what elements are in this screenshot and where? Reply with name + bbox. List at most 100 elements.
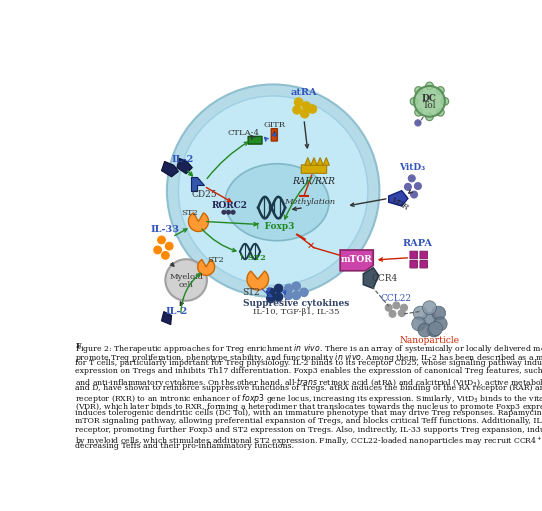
Circle shape [408, 175, 415, 182]
Circle shape [410, 98, 418, 105]
Text: CD25: CD25 [191, 190, 217, 199]
Ellipse shape [225, 164, 329, 241]
Circle shape [162, 251, 169, 259]
Circle shape [393, 302, 400, 309]
Circle shape [433, 317, 447, 331]
Circle shape [292, 291, 300, 299]
Wedge shape [189, 213, 209, 231]
Circle shape [429, 321, 443, 335]
Text: VDR: VDR [390, 196, 410, 212]
Circle shape [300, 288, 308, 296]
Text: RAR/RXR: RAR/RXR [293, 176, 335, 185]
Text: CCL22: CCL22 [381, 294, 412, 303]
Circle shape [414, 306, 427, 320]
Text: decreasing Teffs and their pro-inflammatory functions.: decreasing Teffs and their pro-inflammat… [75, 442, 294, 450]
Text: Figure 2: Therapeutic approaches for Treg enrichment $\it{in}$ $\it{vivo}$. Ther: Figure 2: Therapeutic approaches for Tre… [75, 342, 542, 355]
Text: IL-2: IL-2 [172, 155, 194, 165]
Circle shape [267, 288, 275, 296]
Text: F: F [75, 342, 81, 351]
Text: receptor (RXR) to an intronic enhancer of $\it{foxp3}$ gene locus, increasing it: receptor (RXR) to an intronic enhancer o… [75, 392, 542, 405]
Text: induces tolerogenic dendritic cells (DC Tol), with an immature phenotype that ma: induces tolerogenic dendritic cells (DC … [75, 409, 542, 417]
FancyBboxPatch shape [420, 261, 428, 268]
Circle shape [425, 82, 433, 90]
FancyBboxPatch shape [410, 251, 417, 259]
Text: promote Treg proliferation, phenotype stability, and functionality $\it{in}$ $\i: promote Treg proliferation, phenotype st… [75, 351, 542, 364]
Circle shape [274, 293, 283, 301]
Text: and anti-inflammatory cytokines. On the other hand, all-$\it{trans}$ retinoic ac: and anti-inflammatory cytokines. On the … [75, 376, 542, 389]
Text: expression on Tregs and inhibits Th17 differentiation. Foxp3 enables the express: expression on Tregs and inhibits Th17 di… [75, 367, 542, 375]
Text: Methylation: Methylation [284, 198, 335, 206]
Circle shape [418, 323, 432, 337]
Circle shape [441, 98, 449, 105]
Text: ✕: ✕ [307, 241, 315, 251]
Circle shape [404, 183, 411, 190]
Circle shape [292, 282, 300, 290]
Polygon shape [340, 250, 373, 271]
Text: RORC2: RORC2 [211, 201, 247, 210]
Polygon shape [317, 157, 323, 165]
Polygon shape [323, 157, 330, 165]
Circle shape [293, 106, 301, 114]
Circle shape [267, 294, 275, 303]
Text: mTOR signaling pathway, allowing preferential expansion of Tregs, and blocks cri: mTOR signaling pathway, allowing prefere… [75, 417, 542, 425]
Text: atRA: atRA [291, 87, 317, 97]
Circle shape [401, 304, 408, 311]
Text: RAPA: RAPA [402, 239, 432, 248]
Text: (VDR), which later binds to RXR, forming a heterodimer that translocates towards: (VDR), which later binds to RXR, forming… [75, 401, 542, 412]
Text: IL-10, TGF-β1, IL-35: IL-10, TGF-β1, IL-35 [253, 308, 339, 316]
Circle shape [415, 87, 422, 95]
Wedge shape [198, 260, 215, 275]
Circle shape [300, 109, 309, 118]
Circle shape [154, 246, 162, 254]
Text: ST2: ST2 [207, 256, 224, 264]
Text: Nanoparticle: Nanoparticle [399, 336, 460, 345]
Circle shape [165, 259, 207, 301]
Circle shape [302, 102, 311, 110]
Circle shape [423, 312, 436, 326]
Text: ST2: ST2 [182, 209, 198, 217]
Text: ST2: ST2 [242, 288, 260, 297]
Text: mTOR: mTOR [340, 256, 372, 265]
FancyBboxPatch shape [271, 129, 278, 141]
Circle shape [414, 86, 445, 117]
Circle shape [178, 96, 368, 285]
Polygon shape [363, 268, 379, 289]
Circle shape [227, 211, 230, 214]
Polygon shape [162, 161, 178, 177]
FancyBboxPatch shape [301, 165, 327, 173]
Text: Myeloid: Myeloid [169, 273, 203, 281]
Text: and D, have shown to reinforce suppressive functions of Tregs. atRA induces the : and D, have shown to reinforce suppressi… [75, 384, 542, 392]
Text: Tol: Tol [423, 102, 436, 110]
Text: Suppresive cytokines: Suppresive cytokines [243, 299, 350, 308]
Circle shape [415, 182, 421, 190]
Text: receptor, promoting further Foxp3 and ST2 expression on Tregs. Also, indirectly,: receptor, promoting further Foxp3 and ST… [75, 426, 542, 433]
Circle shape [308, 105, 317, 113]
Text: IL-33: IL-33 [150, 225, 179, 234]
Circle shape [285, 291, 293, 299]
Circle shape [222, 211, 226, 214]
Circle shape [415, 120, 421, 126]
Polygon shape [305, 157, 311, 165]
Circle shape [425, 113, 433, 121]
Polygon shape [191, 177, 204, 191]
Text: ↑ ST2: ↑ ST2 [238, 253, 266, 262]
FancyBboxPatch shape [420, 251, 428, 259]
Circle shape [294, 98, 303, 106]
Text: IL-2: IL-2 [166, 307, 188, 316]
Circle shape [385, 304, 392, 311]
Text: for T cells, particularly important for Treg physiology. IL-2 binds to its recep: for T cells, particularly important for … [75, 359, 542, 367]
Circle shape [285, 284, 293, 293]
Circle shape [415, 108, 422, 116]
Text: cell: cell [179, 281, 193, 289]
Polygon shape [311, 157, 317, 165]
Circle shape [423, 301, 436, 315]
Circle shape [432, 306, 446, 320]
Circle shape [436, 87, 444, 95]
Circle shape [231, 211, 235, 214]
Circle shape [158, 236, 165, 244]
Circle shape [411, 191, 417, 198]
FancyBboxPatch shape [248, 136, 262, 144]
Circle shape [167, 84, 379, 297]
Text: DC: DC [422, 94, 437, 103]
Circle shape [274, 284, 283, 293]
